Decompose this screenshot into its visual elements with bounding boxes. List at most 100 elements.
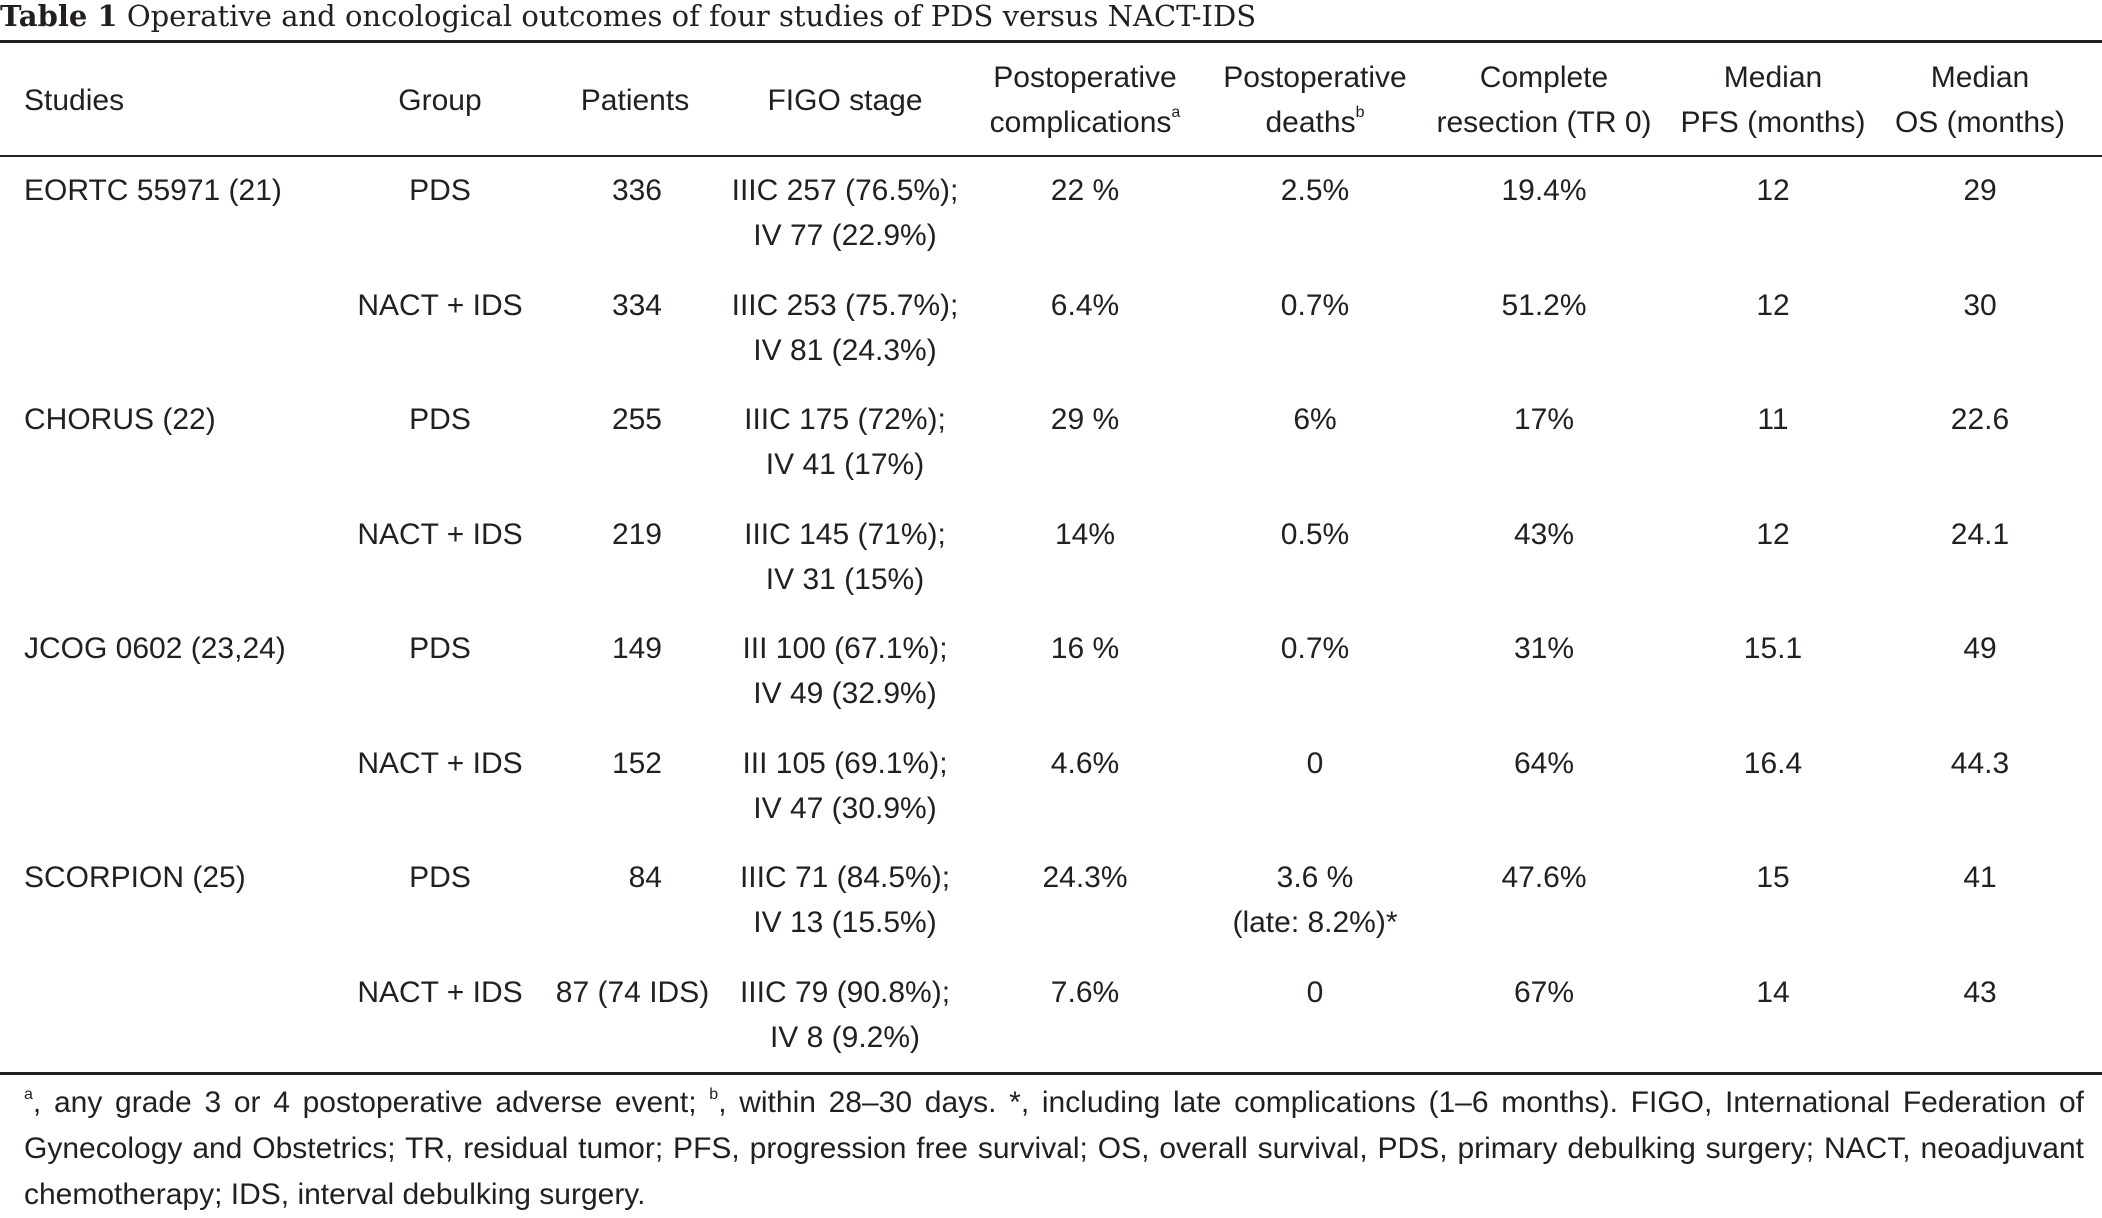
cell-complications: 14%	[1054, 518, 1116, 551]
cell-figo-stage-line1: IIIC 257 (76.5%);	[731, 174, 959, 207]
cell-figo-stage: IIIC 79 (90.8%); IV 8 (9.2%)	[720, 970, 970, 1060]
cell-figo-stage-line2: IV 13 (15.5%)	[753, 906, 937, 939]
cell-complete-resection: 17%	[1513, 403, 1575, 436]
header-pfs-line1: Median	[1723, 61, 1823, 94]
cell-median-pfs: 14	[1756, 976, 1790, 1009]
cell-deaths: 6%	[1200, 397, 1430, 442]
header-rule	[0, 155, 2102, 157]
header-os-line2: OS (months)	[1894, 106, 2066, 139]
header-deaths: Postoperative deathsb	[1200, 55, 1430, 145]
cell-patients: 336	[611, 174, 662, 207]
cell-figo-stage-line2: IV 8 (9.2%)	[769, 1021, 921, 1054]
cell-figo-stage: III 105 (69.1%); IV 47 (30.9%)	[720, 741, 970, 831]
header-pfs-line2: PFS (months)	[1680, 106, 1866, 139]
cell-patients: 84	[628, 861, 662, 894]
header-resection-line2: resection (TR 0)	[1436, 106, 1652, 139]
cell-deaths: 0	[1200, 970, 1430, 1015]
cell-median-os: 29	[1963, 174, 1997, 207]
cell-median-pfs: 12	[1756, 174, 1790, 207]
cell-deaths: 0.5%	[1200, 512, 1430, 557]
footnote-marker-b: b	[1355, 104, 1365, 121]
cell-figo-stage: IIIC 71 (84.5%); IV 13 (15.5%)	[720, 855, 970, 945]
cell-median-pfs: 12	[1756, 289, 1790, 322]
table-bottom-rule	[0, 1072, 2102, 1075]
header-resection-line1: Complete	[1479, 61, 1609, 94]
cell-figo-stage-line1: IIIC 253 (75.7%);	[731, 289, 959, 322]
header-patients: Patients	[580, 84, 690, 117]
cell-complications: 7.6%	[1050, 976, 1120, 1009]
cell-deaths: 2.5%	[1200, 168, 1430, 213]
cell-figo-stage: IIIC 175 (72%); IV 41 (17%)	[720, 397, 970, 487]
cell-patients: 334	[611, 289, 662, 322]
cell-figo-stage-line2: IV 81 (24.3%)	[753, 334, 937, 367]
cell-complete-resection: 64%	[1513, 747, 1575, 780]
cell-complete-resection: 47.6%	[1501, 861, 1587, 894]
footnote-marker-a: a	[1171, 104, 1181, 121]
cell-complete-resection: 19.4%	[1501, 174, 1587, 207]
cell-median-os: 41	[1963, 861, 1997, 894]
cell-study: SCORPION (25)	[24, 861, 246, 894]
cell-study: JCOG 0602 (23,24)	[24, 632, 286, 665]
cell-figo-stage: III 100 (67.1%); IV 49 (32.9%)	[720, 626, 970, 716]
cell-complications: 4.6%	[1050, 747, 1120, 780]
cell-complications: 6.4%	[1050, 289, 1120, 322]
cell-deaths-line1: 0.7%	[1280, 289, 1350, 322]
cell-median-pfs: 12	[1756, 518, 1790, 551]
header-median-os: Median OS (months)	[1884, 55, 2076, 145]
cell-study: EORTC 55971 (21)	[24, 174, 282, 207]
cell-deaths-line1: 0.5%	[1280, 518, 1350, 551]
cell-median-os: 43	[1963, 976, 1997, 1009]
cell-deaths: 0.7%	[1200, 626, 1430, 671]
cell-group: NACT + IDS	[357, 289, 523, 322]
cell-figo-stage-line1: IIIC 145 (71%);	[744, 518, 946, 551]
cell-complete-resection: 43%	[1513, 518, 1575, 551]
cell-figo-stage-line1: III 100 (67.1%);	[742, 632, 948, 665]
header-os-line1: Median	[1930, 61, 2030, 94]
cell-group: NACT + IDS	[357, 747, 523, 780]
cell-figo-stage-line2: IV 41 (17%)	[765, 448, 925, 481]
header-complete-resection: Complete resection (TR 0)	[1426, 55, 1662, 145]
cell-median-os: 24.1	[1950, 518, 2010, 551]
footnote-sup-a: a	[24, 1086, 33, 1103]
cell-deaths-line1: 6%	[1293, 403, 1337, 436]
cell-group: PDS	[409, 403, 471, 436]
cell-study: CHORUS (22)	[24, 403, 216, 436]
cell-deaths-line1: 3.6 %	[1276, 861, 1354, 894]
cell-median-os: 44.3	[1950, 747, 2010, 780]
cell-patients: 149	[611, 632, 662, 665]
table-caption-label: Table 1	[0, 0, 118, 33]
header-studies: Studies	[24, 84, 125, 117]
table-caption-text: Operative and oncological outcomes of fo…	[126, 0, 1257, 33]
cell-figo-stage-line1: IIIC 175 (72%);	[744, 403, 946, 436]
cell-complete-resection: 67%	[1513, 976, 1575, 1009]
table-footnote: a, any grade 3 or 4 postoperative advers…	[24, 1080, 2084, 1218]
cell-figo-stage-line2: IV 49 (32.9%)	[753, 677, 937, 710]
cell-complications: 22 %	[1050, 174, 1120, 207]
table-top-rule	[0, 40, 2102, 43]
cell-deaths: 3.6 % (late: 8.2%)*	[1200, 855, 1430, 945]
cell-median-pfs: 15	[1756, 861, 1790, 894]
cell-deaths-line2: (late: 8.2%)*	[1232, 906, 1398, 939]
cell-median-os: 30	[1963, 289, 1997, 322]
cell-median-os: 22.6	[1950, 403, 2010, 436]
cell-figo-stage-line1: IIIC 71 (84.5%);	[739, 861, 951, 894]
cell-patients: 87 (74 IDS)	[555, 976, 710, 1009]
footnote-text-a: , any grade 3 or 4 postoperative adverse…	[32, 1086, 710, 1119]
table-caption: Table 1 Operative and oncological outcom…	[0, 0, 2102, 40]
cell-group: PDS	[409, 632, 471, 665]
cell-complications: 29 %	[1050, 403, 1120, 436]
cell-group: NACT + IDS	[357, 518, 523, 551]
footnote-text-rest: , within 28–30 days. *, including late c…	[24, 1086, 2084, 1211]
header-figo-stage: FIGO stage	[767, 84, 923, 117]
cell-figo-stage: IIIC 145 (71%); IV 31 (15%)	[720, 512, 970, 602]
cell-median-pfs: 11	[1757, 403, 1789, 436]
header-complications: Postoperative complicationsa	[970, 55, 1200, 145]
header-deaths-line1: Postoperative	[1223, 61, 1407, 94]
cell-complete-resection: 51.2%	[1501, 289, 1587, 322]
cell-figo-stage: IIIC 253 (75.7%); IV 81 (24.3%)	[720, 283, 970, 373]
cell-deaths-line1: 0.7%	[1280, 632, 1350, 665]
cell-median-pfs: 15.1	[1743, 632, 1803, 665]
cell-complete-resection: 31%	[1513, 632, 1575, 665]
cell-deaths-line1: 0	[1306, 976, 1324, 1009]
header-complications-line1: Postoperative	[993, 61, 1177, 94]
